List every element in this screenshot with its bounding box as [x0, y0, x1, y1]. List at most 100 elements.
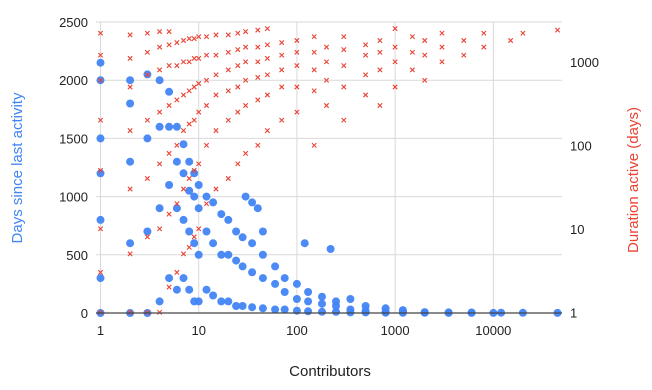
y-left-axis-title: Days since last activity — [9, 92, 26, 243]
data-point-days-since-last-activity — [179, 140, 188, 149]
data-point-duration-active — [203, 34, 210, 40]
y-right-tick-label: 1 — [570, 305, 577, 320]
data-point-duration-active — [377, 49, 383, 55]
data-point-days-since-last-activity — [209, 198, 218, 207]
y-right-tick-label: 10 — [570, 222, 584, 237]
data-point-duration-active — [294, 49, 300, 55]
data-point-duration-active — [144, 117, 150, 123]
data-point-duration-active — [409, 67, 415, 73]
data-point-duration-active — [311, 34, 317, 40]
data-point-duration-active — [439, 44, 445, 50]
data-point-duration-active — [235, 47, 241, 53]
data-point-duration-active — [520, 30, 526, 36]
data-point-duration-active — [377, 37, 383, 44]
x-tick-label: 1000 — [381, 323, 410, 338]
data-point-duration-active — [127, 186, 133, 192]
data-point-duration-active — [203, 102, 210, 109]
data-point-duration-active — [392, 59, 398, 65]
data-point-duration-active — [174, 40, 180, 46]
data-point-duration-active — [235, 161, 241, 167]
data-point-duration-active — [461, 52, 467, 58]
data-point-duration-active — [225, 117, 231, 123]
data-point-duration-active — [157, 67, 163, 73]
data-point-days-since-last-activity — [253, 204, 262, 213]
x-tick-label: 10000 — [475, 323, 511, 338]
data-point-days-since-last-activity — [232, 302, 241, 310]
data-point-duration-active — [255, 27, 261, 33]
data-point-duration-active — [235, 63, 241, 69]
data-point-duration-active — [157, 44, 163, 50]
x-tick-label: 100 — [286, 323, 308, 338]
data-point-duration-active — [180, 37, 187, 44]
data-point-duration-active — [255, 44, 261, 50]
x-axis-ticks: 1 10 100 1000 10000 — [97, 323, 512, 338]
data-point-days-since-last-activity — [398, 306, 407, 315]
data-point-duration-active — [279, 52, 285, 58]
data-point-duration-active — [127, 309, 133, 315]
data-point-duration-active — [180, 59, 187, 65]
data-point-days-since-last-activity — [96, 134, 105, 143]
data-point-duration-active — [157, 109, 163, 115]
data-point-days-since-last-activity — [318, 307, 326, 316]
data-point-days-since-last-activity — [96, 215, 105, 224]
data-point-days-since-last-activity — [190, 239, 199, 248]
data-point-days-since-last-activity — [224, 250, 233, 259]
data-point-duration-active — [323, 44, 330, 50]
data-point-days-since-last-activity — [280, 274, 289, 283]
data-point-days-since-last-activity — [224, 215, 233, 224]
y-right-tick-label: 1000 — [570, 55, 599, 70]
data-point-duration-active — [97, 52, 104, 58]
data-point-days-since-last-activity — [209, 291, 218, 300]
data-point-duration-active — [255, 142, 261, 148]
data-point-days-since-last-activity — [258, 304, 267, 313]
data-point-duration-active — [279, 40, 285, 46]
data-point-duration-active — [377, 67, 383, 73]
data-point-days-since-last-activity — [304, 288, 313, 296]
data-point-duration-active — [186, 36, 192, 42]
data-point-duration-active — [243, 29, 249, 35]
data-point-days-since-last-activity — [190, 192, 199, 201]
data-point-duration-active — [279, 67, 285, 73]
data-point-days-since-last-activity — [258, 274, 267, 283]
data-point-days-since-last-activity — [202, 227, 211, 236]
data-point-duration-active — [508, 37, 514, 44]
data-point-duration-active — [191, 167, 197, 173]
data-point-days-since-last-activity — [155, 122, 164, 131]
data-point-duration-active — [157, 29, 163, 35]
data-point-days-since-last-activity — [217, 250, 226, 259]
data-point-days-since-last-activity — [96, 274, 105, 283]
data-point-days-since-last-activity — [172, 122, 181, 131]
data-point-duration-active — [363, 52, 369, 58]
data-point-days-since-last-activity — [318, 299, 326, 308]
data-point-days-since-last-activity — [185, 186, 194, 195]
data-point-duration-active — [166, 284, 172, 290]
data-point-duration-active — [235, 84, 241, 90]
y-left-tick-label: 500 — [66, 248, 88, 263]
data-point-days-since-last-activity — [165, 274, 174, 283]
data-point-duration-active — [191, 55, 197, 61]
data-point-days-since-last-activity — [96, 169, 105, 178]
data-point-duration-active — [294, 63, 300, 69]
data-point-duration-active — [186, 59, 192, 65]
data-point-days-since-last-activity — [292, 279, 301, 288]
data-point-days-since-last-activity — [346, 305, 355, 314]
data-point-days-since-last-activity — [155, 204, 164, 213]
data-point-duration-active — [439, 59, 445, 65]
data-point-duration-active — [392, 26, 398, 32]
data-point-duration-active — [144, 309, 150, 315]
data-point-days-since-last-activity — [248, 239, 257, 248]
y-left-tick-label: 2500 — [59, 15, 88, 30]
data-point-duration-active — [264, 128, 270, 134]
data-point-duration-active — [97, 167, 104, 173]
data-point-duration-active — [255, 97, 261, 103]
data-point-days-since-last-activity — [332, 297, 340, 306]
data-point-duration-active — [323, 59, 330, 65]
data-point-days-since-last-activity — [326, 245, 335, 253]
data-point-duration-active — [311, 67, 317, 73]
data-point-duration-active — [196, 80, 202, 87]
data-point-duration-active — [264, 92, 270, 98]
data-point-duration-active — [213, 32, 219, 38]
grid-lines — [96, 21, 562, 314]
data-point-duration-active — [554, 27, 561, 33]
